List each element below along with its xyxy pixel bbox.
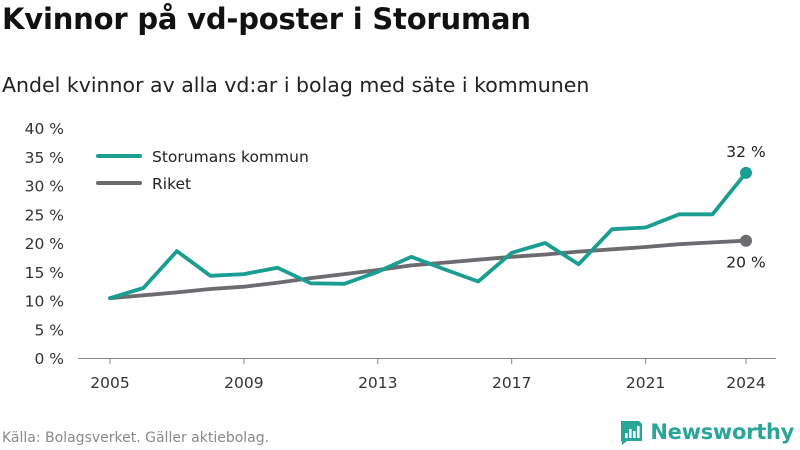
x-tick-label: 2009 <box>224 374 263 392</box>
y-tick-label: 15 % <box>25 264 64 282</box>
y-tick-label: 10 % <box>25 293 64 311</box>
legend-label: Storumans kommun <box>152 148 309 166</box>
source-note: Källa: Bolagsverket. Gäller aktiebolag. <box>2 430 270 446</box>
series-line-riket <box>108 238 748 301</box>
x-tick-label: 2013 <box>358 374 397 392</box>
series-line-storuman <box>108 170 748 301</box>
legend-background <box>90 140 342 198</box>
y-tick-label: 0 % <box>34 350 64 368</box>
y-tick-label: 35 % <box>25 149 64 167</box>
y-tick-label: 40 % <box>25 120 64 138</box>
end-value-label: 32 % <box>726 143 765 161</box>
y-tick-label: 25 % <box>25 206 64 224</box>
end-value-label: 20 % <box>726 254 765 272</box>
brand-name: Newsworthy <box>650 420 794 444</box>
x-tick-label: 2021 <box>626 374 665 392</box>
y-tick-label: 5 % <box>34 321 64 339</box>
y-tick-label: 30 % <box>25 178 64 196</box>
x-tick-label: 2024 <box>726 374 765 392</box>
legend-label: Riket <box>152 175 191 193</box>
newsworthy-logo-icon <box>621 421 643 445</box>
end-point-storuman <box>740 166 752 179</box>
x-tick-label: 2017 <box>492 374 531 392</box>
x-tick-label: 2005 <box>90 374 129 392</box>
end-point-riket <box>740 234 752 247</box>
chart-title: Kvinnor på vd-poster i Storuman <box>2 2 531 36</box>
chart-subtitle: Andel kvinnor av alla vd:ar i bolag med … <box>2 73 590 97</box>
brand-logo: Newsworthy <box>618 419 794 445</box>
y-tick-label: 20 % <box>25 235 64 253</box>
